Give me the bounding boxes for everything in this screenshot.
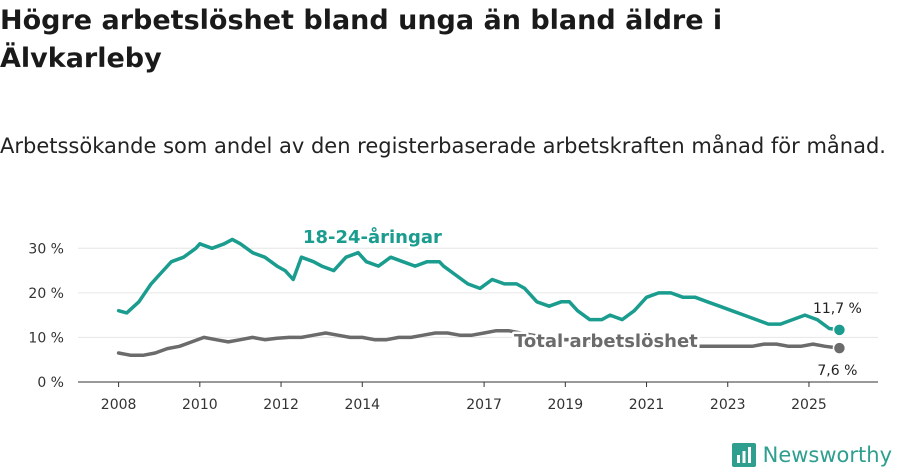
end-label-total: 7,6 % xyxy=(817,363,857,379)
y-tick-label: 10 % xyxy=(28,330,64,346)
chart-title: Högre arbetslöshet bland unga än bland ä… xyxy=(0,5,723,74)
x-axis: 2008 2010 2012 2014 2017 2019 2021 2023 2025 xyxy=(78,381,878,413)
young-series-line xyxy=(116,237,842,332)
total-series-line xyxy=(116,328,842,358)
y-tick-label: 30 % xyxy=(28,241,64,257)
total-series-end-dot xyxy=(832,341,847,355)
series-label-total: Total arbetslöshet xyxy=(514,331,698,352)
x-tick-label: 2012 xyxy=(263,397,299,413)
x-tick-label: 2019 xyxy=(547,397,583,413)
line-chart: 0 % 10 % 20 % 30 % 2008 2010 2012 2014 2017 2019… xyxy=(28,226,878,413)
end-label-young: 11,7 % xyxy=(813,301,862,317)
newsworthy-logo-icon xyxy=(731,443,756,467)
x-tick-label: 2010 xyxy=(182,397,218,413)
x-tick-label: 2017 xyxy=(466,397,502,413)
series-labels: 18-24-åringar Total arbetslöshet 11,7 % 7,6… xyxy=(300,226,862,379)
y-axis: 0 % 10 % 20 % 30 % xyxy=(28,241,64,391)
series-label-young: 18-24-åringar xyxy=(303,226,442,248)
x-tick-label: 2023 xyxy=(710,397,746,413)
chart-subtitle: Arbetssökande som andel av den registerb… xyxy=(0,134,886,158)
y-tick-label: 0 % xyxy=(37,375,64,391)
series-lines xyxy=(116,237,847,358)
young-series-end-dot xyxy=(832,323,847,337)
x-tick-label: 2025 xyxy=(791,397,827,413)
brand-name: Newsworthy xyxy=(762,443,892,467)
x-tick-label: 2014 xyxy=(344,397,380,413)
brand: Newsworthy xyxy=(731,442,892,468)
x-tick-label: 2021 xyxy=(629,397,665,413)
y-gridlines xyxy=(78,247,878,338)
y-tick-label: 20 % xyxy=(28,286,64,302)
x-tick-label: 2008 xyxy=(101,397,137,413)
